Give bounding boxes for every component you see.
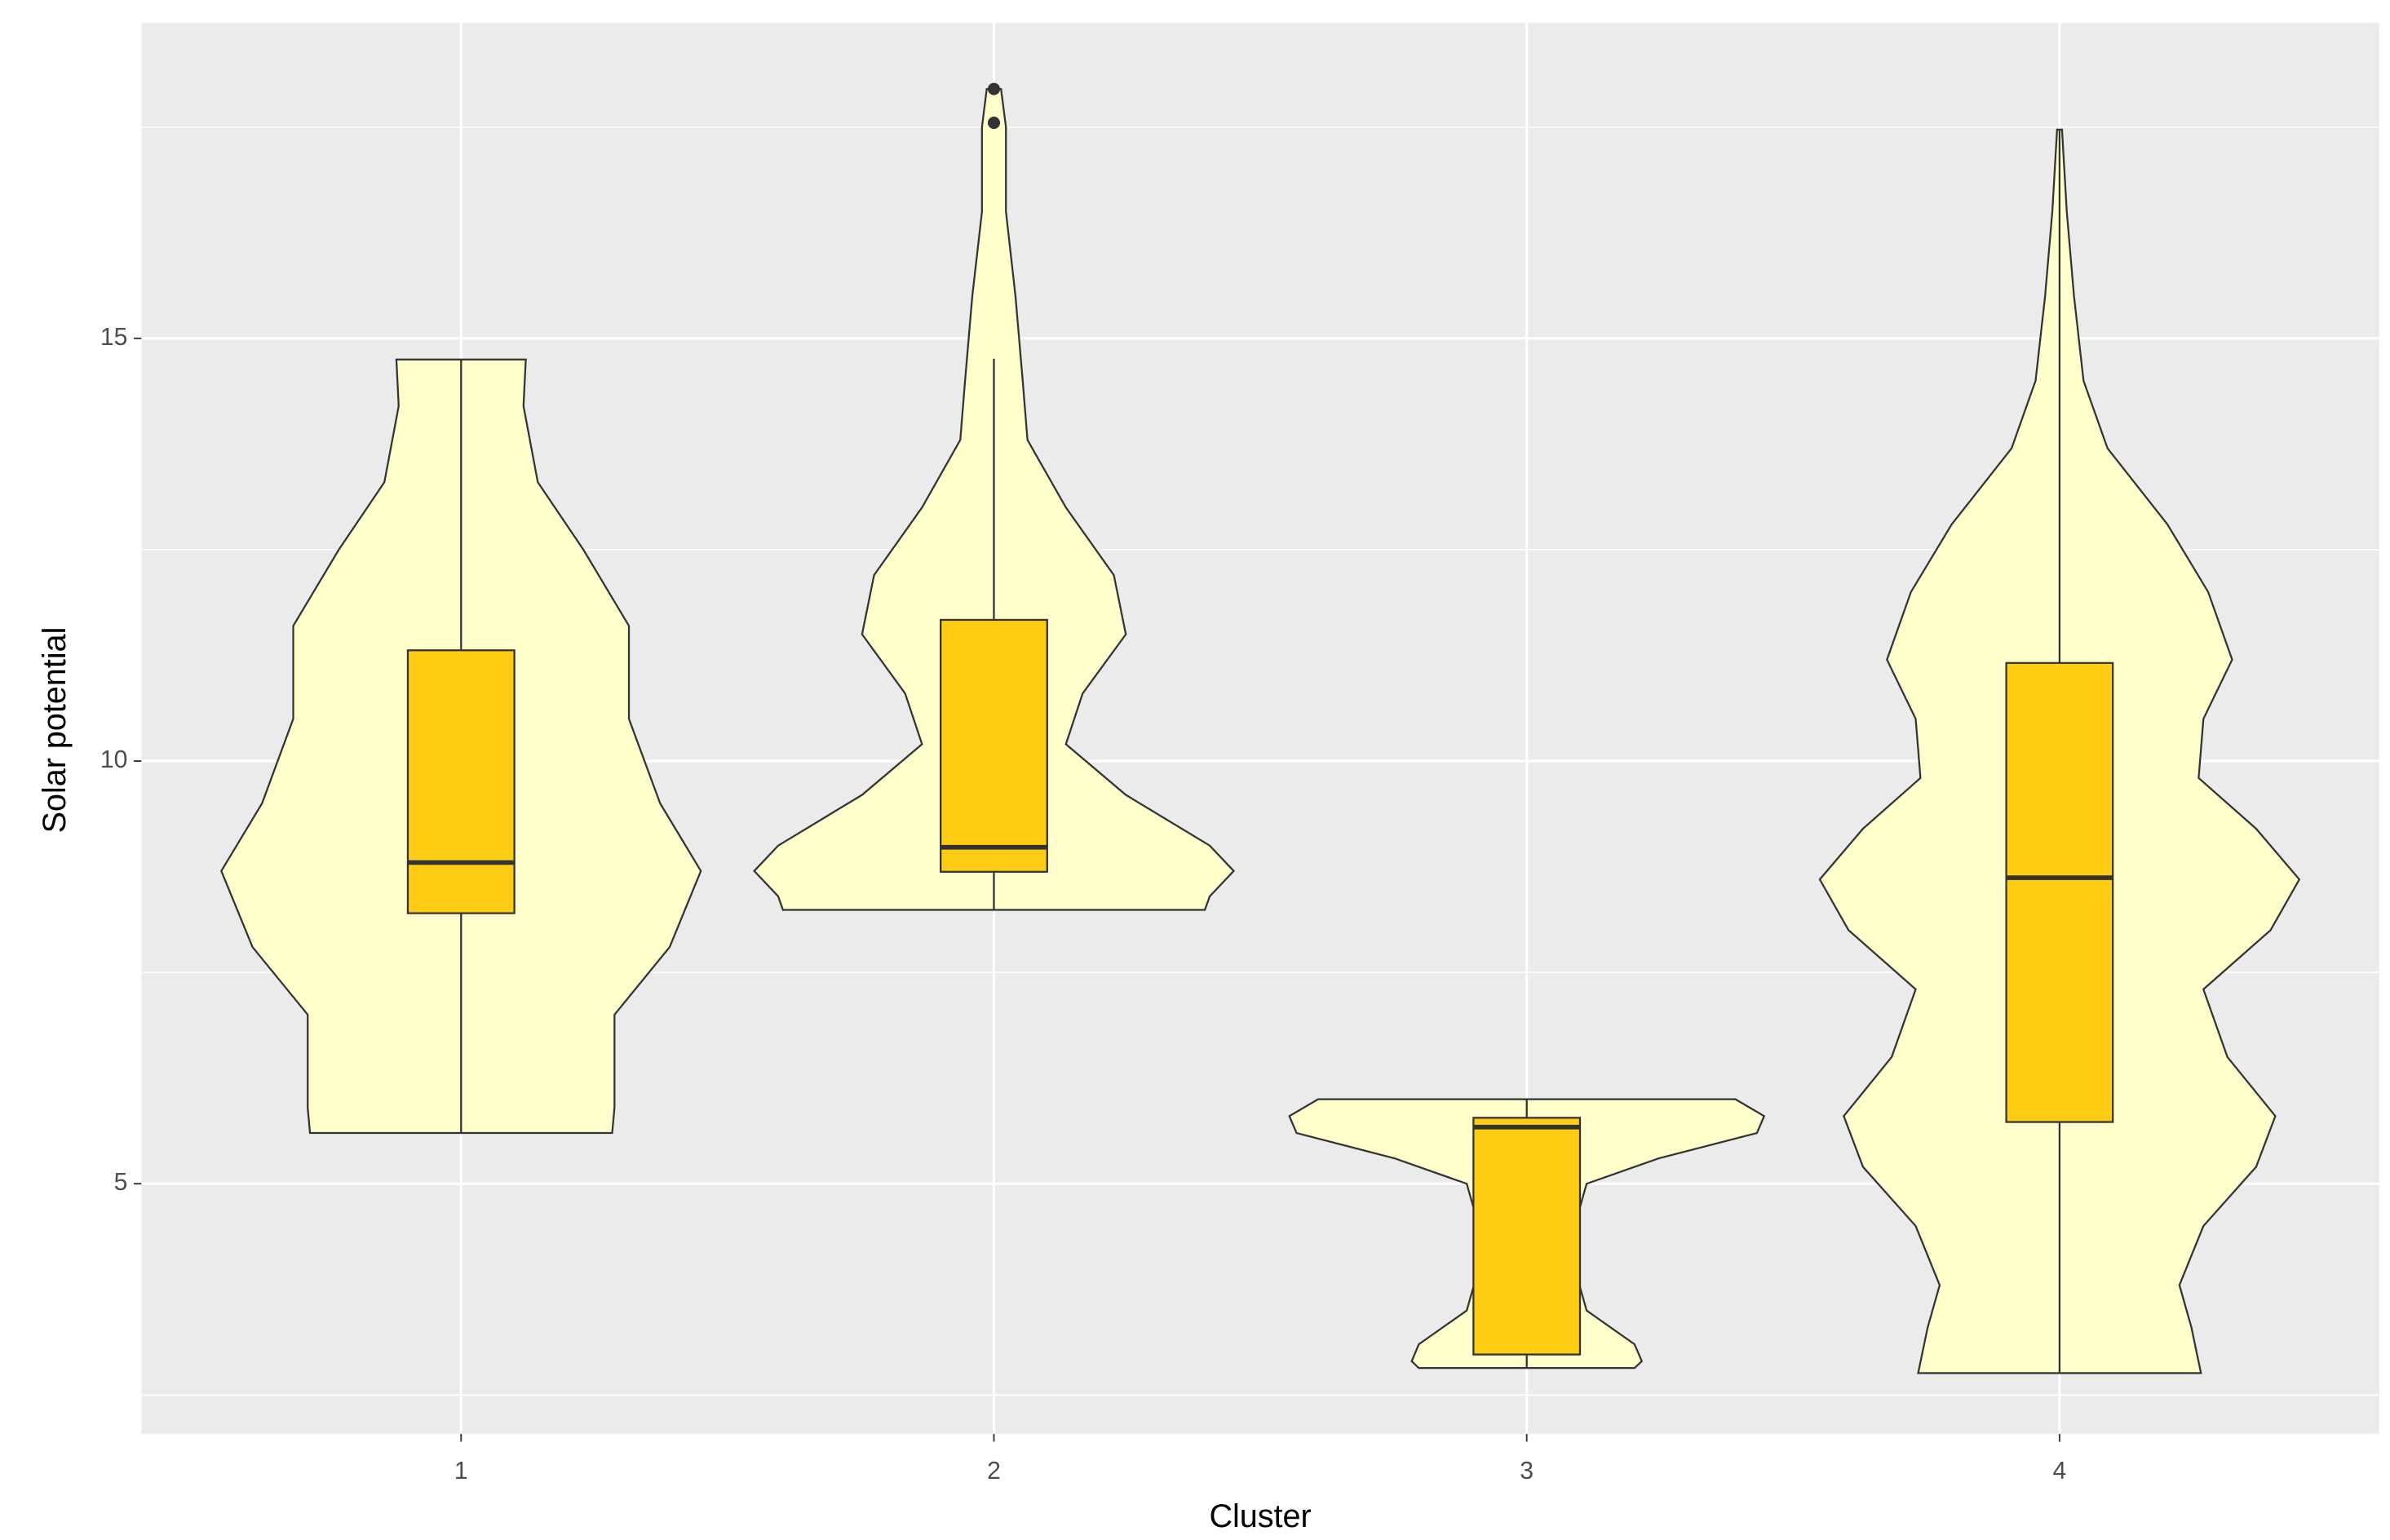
x-tick-label: 1 xyxy=(454,1458,468,1485)
box xyxy=(1472,1117,1582,1356)
box xyxy=(2005,662,2114,1123)
outlier xyxy=(987,117,1001,130)
box xyxy=(940,618,1048,873)
y-tick-label: 5 xyxy=(114,1169,128,1196)
outlier xyxy=(987,82,1001,95)
y-axis-title: Solar potential xyxy=(37,627,73,834)
y-tick-label: 10 xyxy=(100,746,128,773)
x-tick-label: 3 xyxy=(1520,1458,1534,1485)
x-tick-label: 4 xyxy=(2053,1458,2067,1485)
y-tick-label: 15 xyxy=(100,324,128,351)
x-tick-label: 2 xyxy=(987,1458,1001,1485)
box xyxy=(406,649,516,914)
x-axis-title: Cluster xyxy=(1209,1498,1311,1534)
